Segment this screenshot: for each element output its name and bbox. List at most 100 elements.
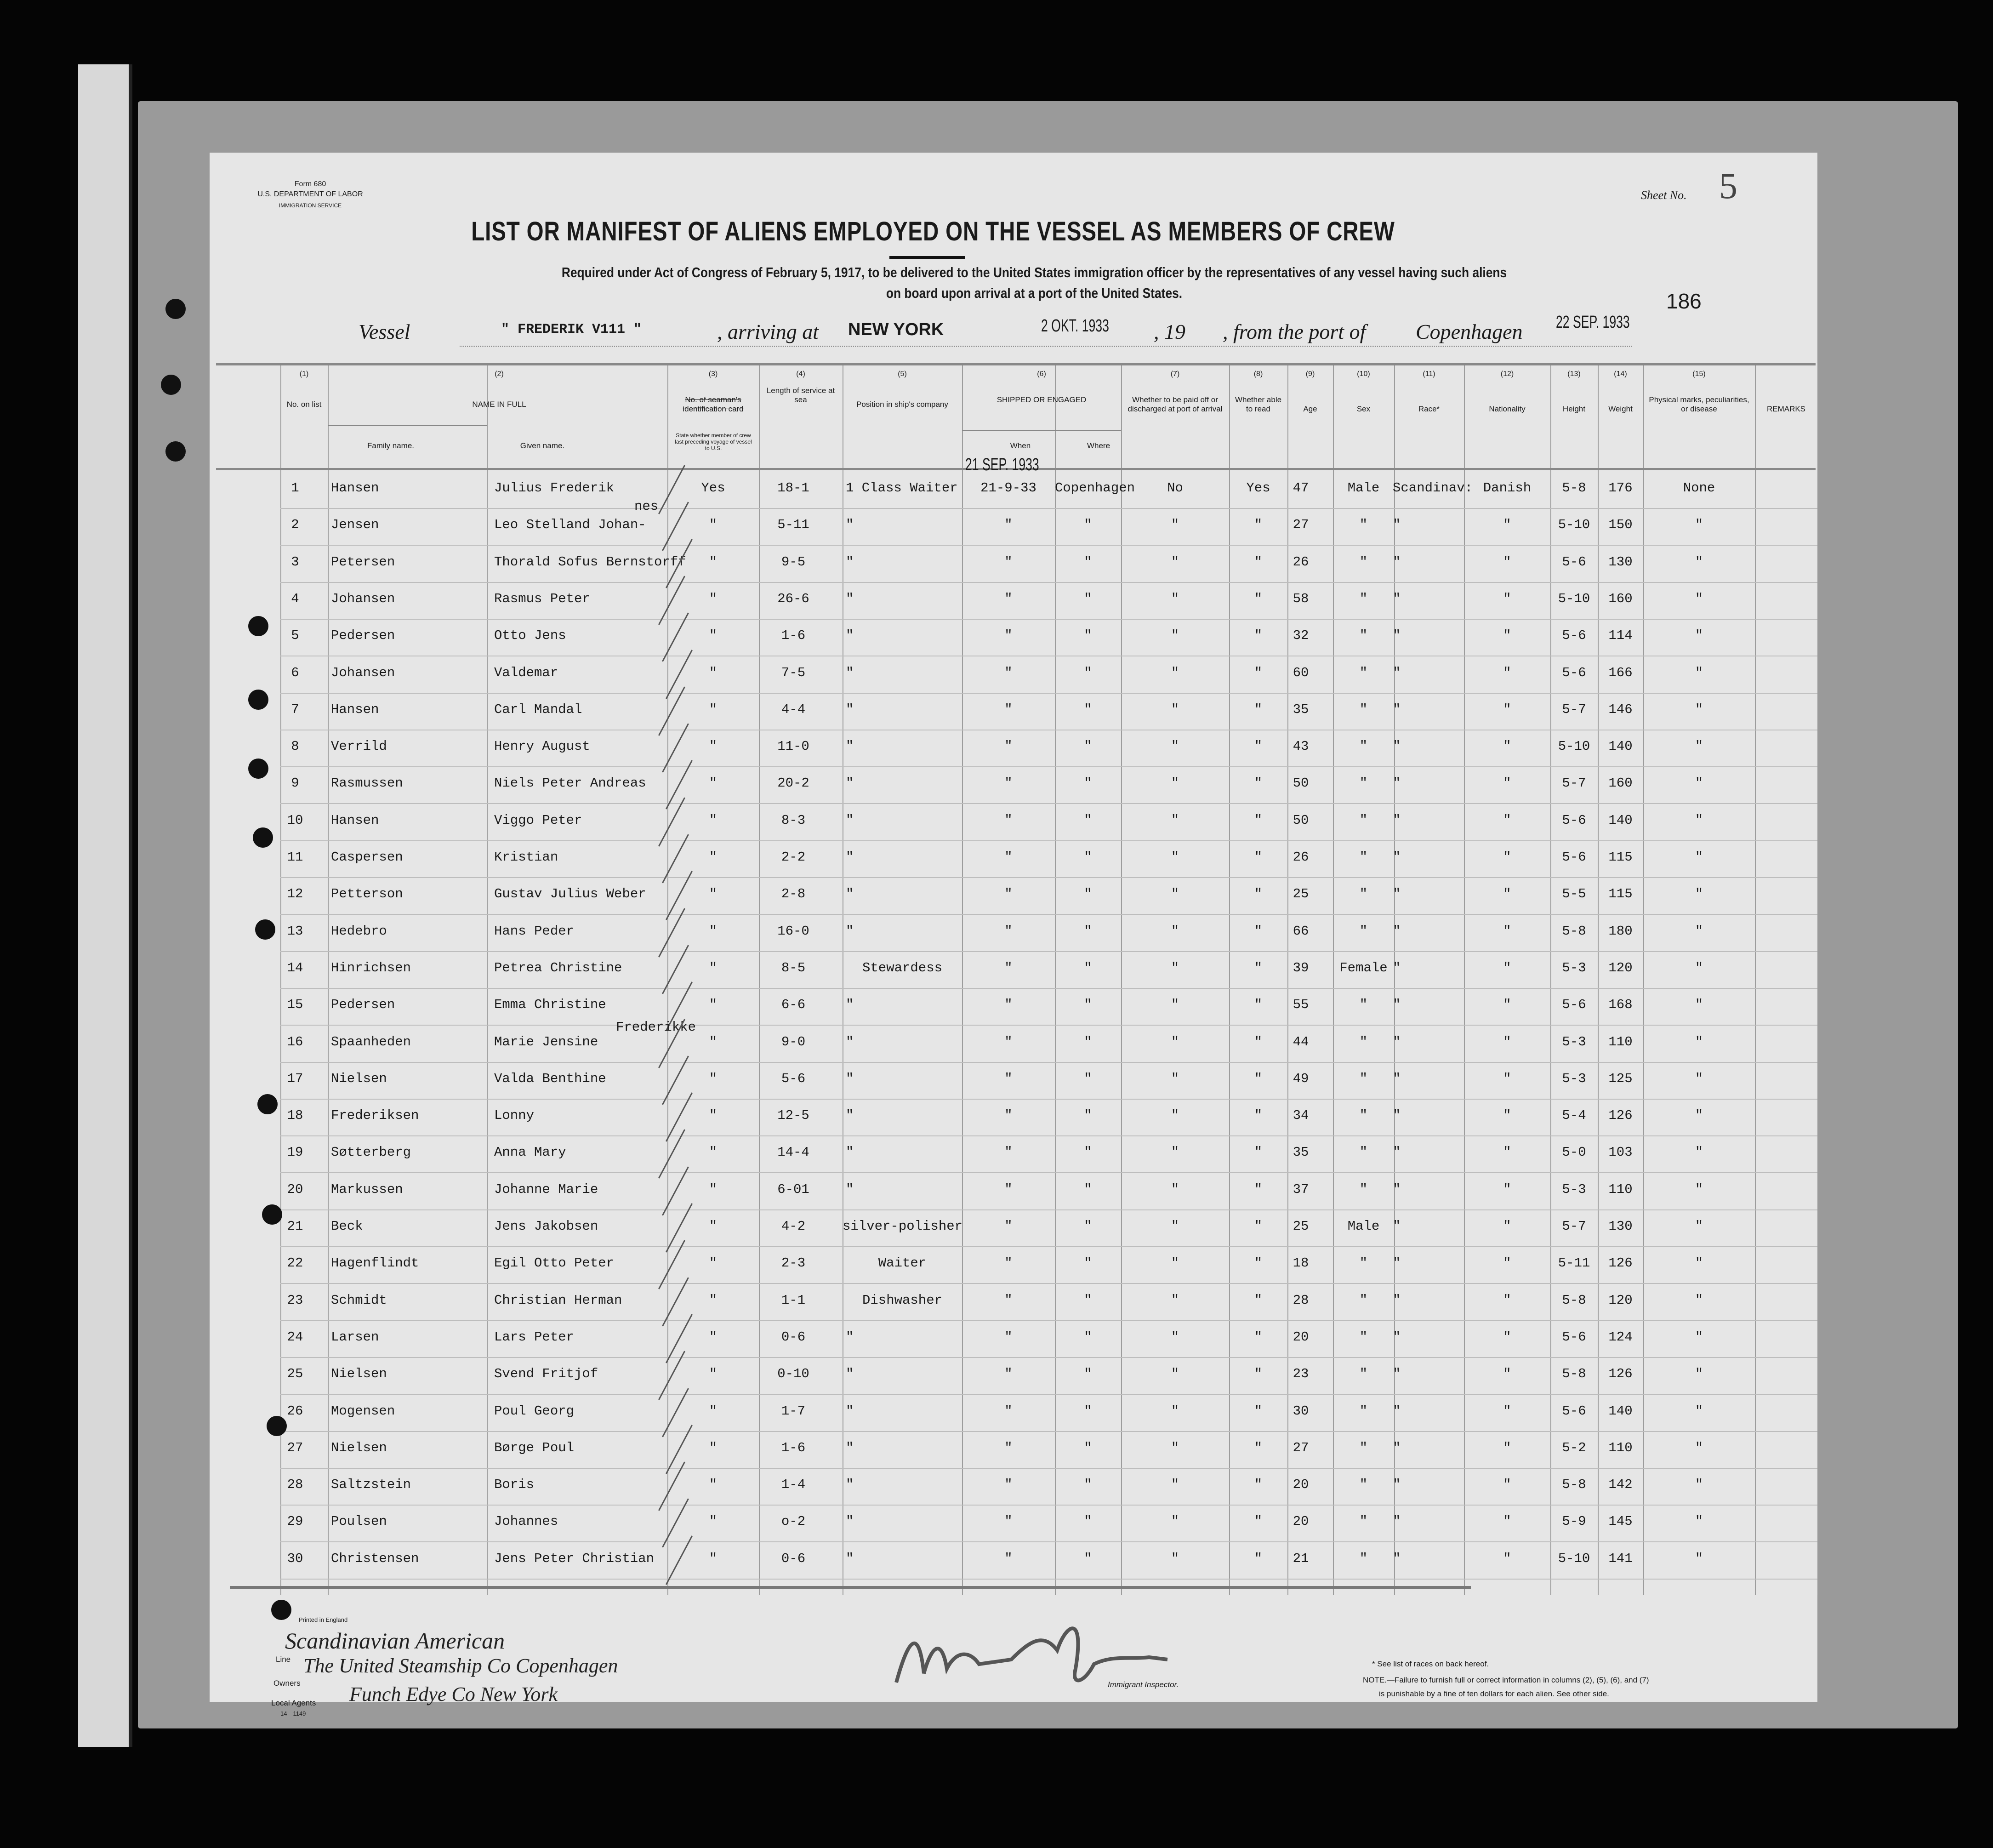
age: 26 bbox=[1293, 554, 1309, 570]
race: " bbox=[1393, 776, 1401, 791]
weight: 142 bbox=[1608, 1477, 1633, 1493]
column-number: (15) bbox=[1692, 370, 1706, 378]
physical-marks: " bbox=[1695, 1551, 1703, 1566]
shipped-where: " bbox=[1084, 886, 1092, 902]
row-number: 19 bbox=[287, 1145, 303, 1160]
able-to-read: " bbox=[1254, 1366, 1263, 1382]
column-number: (6) bbox=[1037, 370, 1046, 378]
shipped-when: " bbox=[1004, 1108, 1013, 1124]
age: 50 bbox=[1293, 776, 1309, 791]
sheet-number: 5 bbox=[1719, 166, 1737, 206]
weight: 130 bbox=[1608, 1219, 1633, 1234]
nationality: " bbox=[1503, 1403, 1511, 1419]
family-name: Nielsen bbox=[331, 1440, 387, 1455]
age: 20 bbox=[1293, 1477, 1309, 1493]
id-card: " bbox=[709, 554, 717, 570]
family-name: Hagenflindt bbox=[331, 1255, 419, 1271]
length-of-service: 0-6 bbox=[781, 1329, 806, 1345]
sex: " bbox=[1359, 1108, 1368, 1124]
age: 60 bbox=[1293, 665, 1309, 680]
age: 66 bbox=[1293, 923, 1309, 939]
physical-marks: " bbox=[1695, 1440, 1703, 1455]
table-row bbox=[280, 840, 1817, 878]
given-name: Gustav Julius Weber bbox=[494, 886, 646, 902]
nationality: " bbox=[1503, 591, 1511, 606]
able-to-read: " bbox=[1254, 517, 1263, 533]
able-to-read: " bbox=[1254, 1255, 1263, 1271]
penalty-note-1: NOTE.—Failure to furnish full or correct… bbox=[1363, 1676, 1649, 1684]
physical-marks: " bbox=[1695, 1403, 1703, 1419]
column-number: (9) bbox=[1305, 370, 1315, 378]
column-divider bbox=[1598, 363, 1599, 1595]
given-name: Jens Jakobsen bbox=[494, 1219, 598, 1234]
length-of-service: 14-4 bbox=[777, 1145, 809, 1160]
able-to-read: " bbox=[1254, 591, 1263, 606]
punch-hole bbox=[248, 759, 268, 779]
sex: " bbox=[1359, 1329, 1368, 1345]
id-card: " bbox=[709, 702, 717, 717]
column-divider bbox=[280, 363, 281, 1595]
departure-date-stamp: 22 SEP. 1933 bbox=[1556, 313, 1630, 332]
table-row bbox=[280, 1283, 1817, 1321]
punch-hole bbox=[267, 1416, 287, 1436]
given-name: Børge Poul bbox=[494, 1440, 575, 1455]
id-card: " bbox=[709, 812, 717, 828]
column-divider bbox=[1755, 363, 1756, 1595]
given-name: Egil Otto Peter bbox=[494, 1255, 615, 1271]
height: 5-7 bbox=[1562, 776, 1586, 791]
family-name: Hansen bbox=[331, 702, 379, 717]
nationality: " bbox=[1503, 554, 1511, 570]
race: " bbox=[1393, 1403, 1401, 1419]
given-name: Valdemar bbox=[494, 665, 558, 680]
position: " bbox=[846, 1181, 854, 1197]
table-row bbox=[280, 766, 1817, 804]
physical-marks: " bbox=[1695, 1329, 1703, 1345]
length-of-service: 4-2 bbox=[781, 1219, 806, 1234]
able-to-read: " bbox=[1254, 923, 1263, 939]
given-name: Johanne Marie bbox=[494, 1181, 598, 1197]
physical-marks: " bbox=[1695, 1181, 1703, 1197]
able-to-read: " bbox=[1254, 1034, 1263, 1049]
page-title: LIST OR MANIFEST OF ALIENS EMPLOYED ON T… bbox=[471, 217, 1395, 246]
column-number: (7) bbox=[1170, 370, 1180, 378]
length-of-service: 9-0 bbox=[781, 1034, 806, 1049]
height: 5-11 bbox=[1558, 1255, 1590, 1271]
table-row bbox=[280, 508, 1817, 546]
given-name: Carl Mandal bbox=[494, 702, 582, 717]
nationality: " bbox=[1503, 1071, 1511, 1086]
column-header: No. on list bbox=[286, 400, 322, 409]
weight: 126 bbox=[1608, 1108, 1633, 1124]
given-name: Thorald Sofus Bernstorff bbox=[494, 554, 686, 570]
column-header: Position in ship's company bbox=[856, 400, 948, 409]
paid-off: " bbox=[1171, 1108, 1179, 1124]
shipped-when: " bbox=[1004, 1551, 1013, 1566]
family-name: Søtterberg bbox=[331, 1145, 411, 1160]
column-divider bbox=[1464, 363, 1465, 1595]
age: 34 bbox=[1293, 1108, 1309, 1124]
table-row bbox=[280, 582, 1817, 620]
height: 5-10 bbox=[1558, 517, 1590, 533]
length-of-service: 6-6 bbox=[781, 997, 806, 1013]
sex: Male bbox=[1347, 1219, 1380, 1234]
punch-hole bbox=[165, 441, 186, 462]
weight: 103 bbox=[1608, 1145, 1633, 1160]
height: 5-3 bbox=[1562, 960, 1586, 975]
given-name: Otto Jens bbox=[494, 628, 566, 644]
column-divider bbox=[1333, 363, 1334, 1595]
physical-marks: " bbox=[1695, 1514, 1703, 1529]
column-divider bbox=[1550, 363, 1551, 1595]
shipped-when: " bbox=[1004, 960, 1013, 975]
paid-off: " bbox=[1171, 1440, 1179, 1455]
nationality: " bbox=[1503, 1514, 1511, 1529]
vessel-label: Vessel bbox=[359, 320, 410, 343]
weight: 140 bbox=[1608, 812, 1633, 828]
owners-label: Owners bbox=[273, 1679, 301, 1688]
department: U.S. DEPARTMENT OF LABOR bbox=[257, 190, 363, 198]
able-to-read: " bbox=[1254, 702, 1263, 717]
position: " bbox=[846, 1034, 854, 1049]
id-card: " bbox=[709, 1034, 717, 1049]
given-name: Valda Benthine bbox=[494, 1071, 606, 1086]
column-divider bbox=[487, 363, 488, 1595]
column-header: SHIPPED OR ENGAGED bbox=[996, 395, 1087, 404]
family-name: Schmidt bbox=[331, 1292, 387, 1308]
